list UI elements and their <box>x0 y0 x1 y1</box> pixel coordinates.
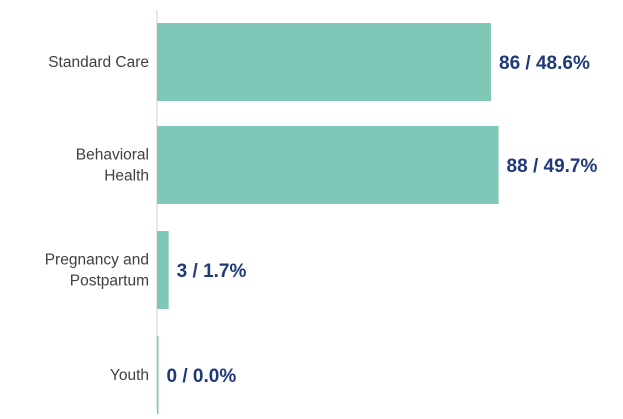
data-label-1: 88 / 49.7% <box>507 156 598 177</box>
bar-2 <box>157 231 169 309</box>
bar-0 <box>157 23 491 101</box>
data-label-0: 86 / 48.6% <box>499 53 590 74</box>
category-label-0-line-0: Standard Care <box>48 54 149 71</box>
data-label-2: 3 / 1.7% <box>177 261 247 282</box>
bars <box>157 23 499 414</box>
bar-3 <box>157 336 159 414</box>
category-label-3-line-0: Youth <box>110 367 149 384</box>
category-labels: Standard Care Behavioral Health Pregnancy a… <box>45 54 149 384</box>
category-label-2-line-1: Postpartum <box>70 273 149 290</box>
category-label-2-line-0: Pregnancy and <box>45 252 149 269</box>
bar-1 <box>157 126 499 204</box>
data-labels: 86 / 48.6% 88 / 49.7% 3 / 1.7% 0 / 0.0% <box>167 53 598 387</box>
category-label-1-line-1: Health <box>104 168 149 185</box>
data-label-3: 0 / 0.0% <box>167 366 237 387</box>
category-label-1-line-0: Behavioral <box>76 147 149 164</box>
